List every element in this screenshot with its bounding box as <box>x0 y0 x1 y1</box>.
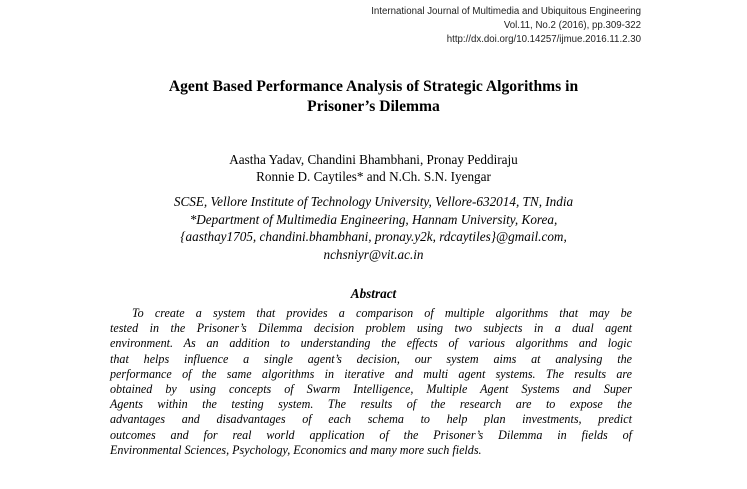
abstract-line: tested in the Prisoner’s Dilemma decisio… <box>110 321 632 336</box>
paper-title-line: Prisoner’s Dilemma <box>307 98 440 115</box>
abstract-line: Agents within the testing system. The re… <box>110 397 632 412</box>
paper-title: Agent Based Performance Analysis of Stra… <box>0 77 747 117</box>
abstract-line: performance of the same algorithms in it… <box>110 366 632 381</box>
journal-volume: Vol.11, No.2 (2016), pp.309-322 <box>503 20 641 31</box>
author-line: Ronnie D. Caytiles* and N.Ch. S.N. Iyeng… <box>256 169 491 184</box>
journal-header: International Journal of Multimedia and … <box>241 5 641 47</box>
abstract-line: To create a system that provides a compa… <box>132 306 632 320</box>
abstract-line: obtained by using concepts of Swarm Inte… <box>110 382 632 397</box>
affiliation-block: SCSE, Vellore Institute of Technology Un… <box>0 193 747 263</box>
abstract-line: that helps influence a single agent’s de… <box>110 351 632 366</box>
abstract-heading: Abstract <box>350 286 397 301</box>
journal-name: International Journal of Multimedia and … <box>371 6 641 17</box>
abstract-line: outcomes and for real world application … <box>110 427 632 442</box>
journal-doi: http://dx.doi.org/10.14257/ijmue.2016.11… <box>446 34 641 45</box>
abstract-line: advantages and disadvantages of each sch… <box>110 412 632 427</box>
abstract-body: To create a system that provides a compa… <box>110 306 632 458</box>
affiliation-line: *Department of Multimedia Engineering, H… <box>189 211 558 227</box>
affiliation-line: {aasthay1705, chandini.bhambhani, pronay… <box>180 229 567 244</box>
abstract-line: Environmental Sciences, Psychology, Econ… <box>110 442 482 457</box>
affiliation-line: nchsniyr@vit.ac.in <box>323 246 424 262</box>
affiliation-line: SCSE, Vellore Institute of Technology Un… <box>173 194 574 209</box>
author-line: Aastha Yadav, Chandini Bhambhani, Pronay… <box>229 152 518 167</box>
paper-title-line: Agent Based Performance Analysis of Stra… <box>168 78 579 95</box>
author-list: Aastha Yadav, Chandini Bhambhani, Pronay… <box>0 151 747 185</box>
abstract-line: environment. As an addition to understan… <box>110 336 632 351</box>
